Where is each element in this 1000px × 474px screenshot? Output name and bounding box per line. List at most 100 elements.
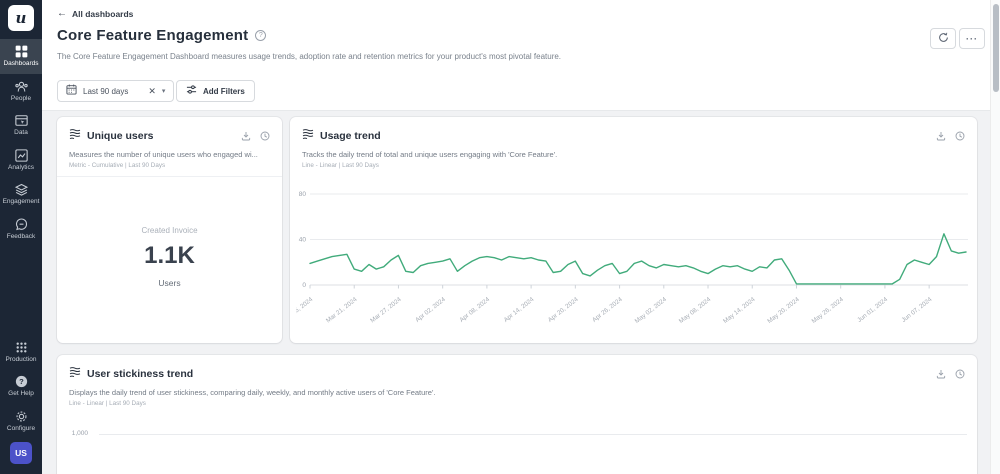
sidebar-item-label: Analytics <box>7 163 34 171</box>
sidebar-item-label: Dashboards <box>3 60 39 67</box>
sidebar-item-label: Feedback <box>6 232 36 240</box>
more-options-button[interactable]: ··· <box>959 28 985 49</box>
report-icon <box>302 127 314 145</box>
card-title: Usage trend <box>320 130 381 142</box>
svg-text:Mar 21, 2024: Mar 21, 2024 <box>325 296 359 325</box>
usage-trend-card: Usage trend Tracks the daily trend of to… <box>290 117 977 343</box>
add-filters-label: Add Filters <box>203 86 245 96</box>
sidebar-nav: Dashboards People Data Analytics <box>0 39 42 246</box>
svg-text:40: 40 <box>299 237 307 244</box>
feedback-icon <box>15 218 28 231</box>
sidebar-item-engagement[interactable]: Engagement <box>0 177 42 212</box>
scrollbar-thumb[interactable] <box>992 4 999 92</box>
clock-icon[interactable] <box>955 369 965 379</box>
card-meta: Metric - Cumulative | Last 90 Days <box>69 162 166 169</box>
sidebar-item-production[interactable]: Production <box>0 335 42 370</box>
metric-unit: Users <box>158 278 181 288</box>
download-icon[interactable] <box>936 131 946 141</box>
svg-text:Apr 20, 2024: Apr 20, 2024 <box>547 296 580 324</box>
page-title: Core Feature Engagement <box>57 27 249 44</box>
metric-body: Created Invoice 1.1K Users <box>57 177 282 337</box>
userpilot-logo[interactable]: u <box>8 5 34 31</box>
download-icon[interactable] <box>241 131 251 141</box>
usage-trend-line-chart: 0 40 80 Mar 15, 2024 Mar 21, 2024 Mar 27, 202… <box>296 191 968 325</box>
sidebar-item-label: Engagement <box>2 198 40 205</box>
main-content: ← All dashboards Core Feature Engagement… <box>42 0 1000 474</box>
user-avatar[interactable]: US <box>10 442 32 464</box>
card-description: Tracks the daily trend of total and uniq… <box>302 150 558 159</box>
sidebar-bottom-nav: Production ? Get Help Configure US <box>0 335 42 471</box>
card-meta: Line - Linear | Last 90 Days <box>69 400 146 407</box>
sidebar-item-label: Production <box>5 355 37 363</box>
back-to-dashboards-link[interactable]: ← All dashboards <box>57 8 134 20</box>
svg-text:0: 0 <box>302 282 306 289</box>
back-link-label: All dashboards <box>72 9 134 19</box>
sidebar-item-dashboards[interactable]: Dashboards <box>0 39 42 74</box>
page-description: The Core Feature Engagement Dashboard me… <box>57 52 562 61</box>
data-icon <box>14 114 28 127</box>
sidebar-item-label: Configure <box>6 424 36 432</box>
add-filters-button[interactable]: Add Filters <box>176 80 255 102</box>
date-range-filter[interactable]: Last 90 days ✕ ▾ <box>57 80 175 102</box>
card-description: Displays the daily trend of user stickin… <box>69 388 436 397</box>
sidebar-item-get-help[interactable]: ? Get Help <box>0 369 42 404</box>
card-title: User stickiness trend <box>87 368 194 380</box>
card-title: Unique users <box>87 130 154 142</box>
sidebar-item-people[interactable]: People <box>0 74 42 109</box>
report-icon <box>69 365 81 383</box>
title-info-icon[interactable]: ? <box>255 30 267 41</box>
svg-text:Mar 15, 2024: Mar 15, 2024 <box>296 296 315 325</box>
gear-icon <box>15 410 28 423</box>
sidebar-item-feedback[interactable]: Feedback <box>0 212 42 247</box>
svg-text:May 14, 2024: May 14, 2024 <box>722 296 757 325</box>
clock-icon[interactable] <box>260 131 270 141</box>
card-header: User stickiness trend Displays the daily… <box>57 355 977 414</box>
metric-value: 1.1K <box>144 242 195 269</box>
sidebar-item-label: People <box>10 94 32 102</box>
svg-text:May 08, 2024: May 08, 2024 <box>678 296 713 325</box>
sidebar-item-configure[interactable]: Configure <box>0 404 42 439</box>
calendar-icon <box>66 82 77 100</box>
svg-text:Jun 07, 2024: Jun 07, 2024 <box>900 296 933 324</box>
clear-filter-icon[interactable]: ✕ <box>148 85 156 96</box>
svg-text:80: 80 <box>299 191 307 198</box>
download-icon[interactable] <box>936 369 946 379</box>
sliders-icon <box>186 82 197 100</box>
y-axis-tick-label: 1,000 <box>71 430 88 437</box>
card-description: Measures the number of unique users who … <box>69 150 258 159</box>
card-meta: Line - Linear | Last 90 Days <box>302 162 379 169</box>
back-arrow-icon: ← <box>57 8 67 19</box>
scrollbar-track[interactable] <box>990 0 1000 474</box>
svg-text:May 02, 2024: May 02, 2024 <box>634 296 669 325</box>
svg-text:Mar 27, 2024: Mar 27, 2024 <box>369 296 403 325</box>
help-icon: ? <box>15 375 28 388</box>
engagement-icon <box>14 183 28 196</box>
svg-text:Apr 08, 2024: Apr 08, 2024 <box>458 296 491 324</box>
sidebar-item-label: Data <box>14 129 28 136</box>
divider <box>57 176 282 177</box>
card-header: Unique users Measures the number of uniq… <box>57 117 282 176</box>
sidebar-item-data[interactable]: Data <box>0 108 42 143</box>
svg-text:Apr 02, 2024: Apr 02, 2024 <box>414 296 447 324</box>
gridline <box>99 434 967 435</box>
clock-icon[interactable] <box>955 131 965 141</box>
metric-label: Created Invoice <box>141 226 198 235</box>
unique-users-card: Unique users Measures the number of uniq… <box>57 117 282 343</box>
svg-text:Apr 26, 2024: Apr 26, 2024 <box>591 296 624 324</box>
ellipsis-icon: ··· <box>966 33 978 44</box>
date-range-value: Last 90 days <box>83 86 129 96</box>
page-title-row: Core Feature Engagement ? <box>57 27 267 44</box>
user-stickiness-trend-card: User stickiness trend Displays the daily… <box>57 355 977 474</box>
dashboards-icon <box>15 45 28 58</box>
svg-text:Jun 01, 2024: Jun 01, 2024 <box>856 296 889 324</box>
report-icon <box>69 127 81 145</box>
refresh-button[interactable] <box>930 28 956 49</box>
people-icon <box>14 80 28 93</box>
sidebar: u Dashboards People Data <box>0 0 42 474</box>
svg-text:May 20, 2024: May 20, 2024 <box>766 296 801 325</box>
svg-text:Apr 14, 2024: Apr 14, 2024 <box>503 296 536 324</box>
analytics-icon <box>14 148 28 162</box>
sidebar-item-analytics[interactable]: Analytics <box>0 143 42 178</box>
chevron-down-icon[interactable]: ▾ <box>161 88 166 95</box>
